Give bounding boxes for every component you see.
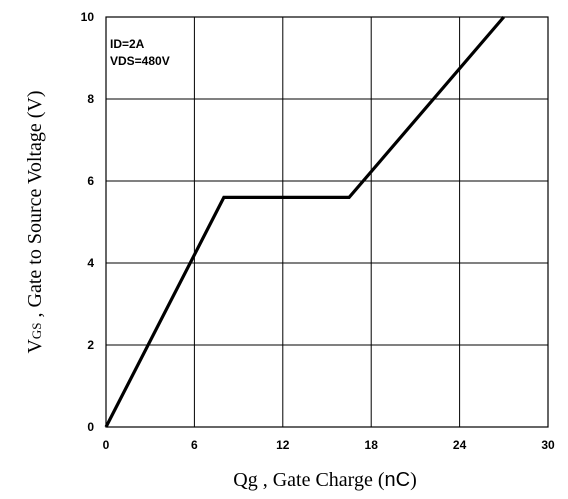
annotation-vds: VDS=480V: [110, 54, 170, 68]
y-axis-title-v: V: [24, 339, 46, 354]
x-tick-label: 0: [103, 438, 110, 452]
x-tick-label: 24: [453, 438, 467, 452]
y-axis-title: VGS , Gate to Source Voltage (V): [24, 90, 46, 353]
x-tick-labels: 0 6 12 18 24 30: [103, 438, 555, 452]
y-axis-title-rest: , Gate to Source Voltage (V): [24, 90, 46, 322]
y-tick-label: 6: [87, 174, 94, 188]
y-tick-label: 2: [87, 338, 94, 352]
plot-frame: [105, 16, 549, 428]
x-axis-title-unit: nC: [385, 469, 411, 491]
x-tick-label: 12: [276, 438, 290, 452]
y-tick-label: 0: [87, 420, 94, 434]
x-tick-label: 18: [365, 438, 379, 452]
x-axis-title-main: Qg , Gate Charge (: [233, 469, 385, 491]
y-tick-label: 8: [87, 92, 94, 106]
x-axis-title: Qg , Gate Charge (nC): [233, 469, 417, 491]
grid-lines: [106, 17, 548, 427]
x-tick-label: 6: [191, 438, 198, 452]
y-axis-title-sub: GS: [29, 322, 44, 339]
x-axis-title-close: ): [410, 469, 417, 491]
y-tick-label: 4: [87, 256, 94, 270]
y-tick-label: 10: [81, 10, 95, 24]
x-tick-label: 30: [541, 438, 555, 452]
y-tick-labels: 0 2 4 6 8 10: [81, 10, 95, 434]
vgs-series-line: [104, 15, 506, 428]
annotation-id: ID=2A: [110, 37, 145, 51]
